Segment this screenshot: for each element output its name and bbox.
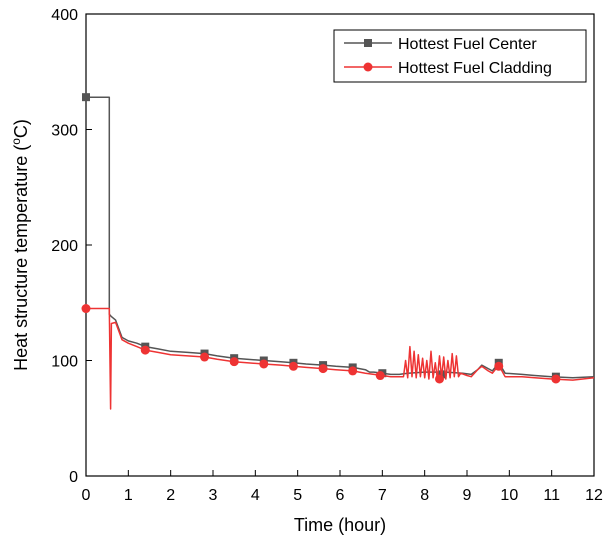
series-line bbox=[86, 96, 595, 379]
data-point bbox=[551, 374, 561, 384]
data-point bbox=[348, 366, 358, 376]
x-axis-title: Time (hour) bbox=[294, 515, 386, 535]
y-axis-title-degree: o bbox=[9, 138, 23, 145]
series-0 bbox=[82, 93, 595, 381]
legend-entry-hottest-fuel-cladding: Hottest Fuel Cladding bbox=[344, 60, 552, 77]
data-point bbox=[229, 357, 239, 367]
x-tick-label: 6 bbox=[336, 487, 345, 504]
series-line bbox=[86, 307, 595, 410]
x-tick-label: 11 bbox=[543, 487, 560, 504]
y-axis: 0 100 200 300 400 bbox=[51, 7, 92, 486]
x-tick-label: 12 bbox=[585, 487, 603, 504]
y-axis-title: Heat structure temperature (oC) bbox=[9, 119, 31, 371]
data-point bbox=[82, 93, 90, 102]
x-axis: 0 1 2 3 4 5 6 7 8 9 10 11 12 bbox=[82, 470, 603, 504]
x-tick-label: 8 bbox=[420, 487, 429, 504]
series-layer bbox=[81, 93, 595, 410]
x-tick-label: 2 bbox=[166, 487, 175, 504]
x-tick-label: 1 bbox=[124, 487, 133, 504]
legend-label-cladding: Hottest Fuel Cladding bbox=[398, 60, 552, 77]
data-point bbox=[494, 361, 504, 371]
y-tick-label: 300 bbox=[51, 123, 78, 140]
data-point bbox=[140, 345, 150, 355]
y-tick-label: 400 bbox=[51, 7, 78, 24]
x-tick-label: 9 bbox=[463, 487, 472, 504]
y-tick-label: 100 bbox=[51, 354, 78, 371]
axes-frame bbox=[85, 13, 595, 477]
data-point bbox=[434, 374, 444, 384]
y-axis-title-unit: C) bbox=[11, 119, 31, 138]
legend-label-center: Hottest Fuel Center bbox=[398, 36, 537, 53]
y-tick-label: 200 bbox=[51, 238, 78, 255]
legend: Hottest Fuel Center Hottest Fuel Claddin… bbox=[333, 29, 587, 83]
legend-box bbox=[333, 29, 587, 83]
x-tick-label: 4 bbox=[251, 487, 260, 504]
data-point bbox=[259, 359, 269, 369]
x-tick-label: 0 bbox=[82, 487, 91, 504]
data-point bbox=[200, 352, 210, 362]
legend-marker-circle bbox=[363, 62, 373, 72]
x-tick-label: 5 bbox=[293, 487, 302, 504]
legend-entry-hottest-fuel-center: Hottest Fuel Center bbox=[344, 36, 537, 53]
data-point bbox=[81, 304, 91, 314]
series-1 bbox=[81, 304, 595, 410]
y-axis-title-main: Heat structure temperature ( bbox=[11, 145, 31, 371]
legend-marker-square bbox=[364, 39, 372, 47]
x-tick-label: 7 bbox=[378, 487, 387, 504]
y-tick-label: 0 bbox=[69, 469, 78, 486]
data-point bbox=[375, 371, 385, 381]
data-point bbox=[318, 364, 328, 374]
data-point bbox=[288, 361, 298, 371]
x-tick-label: 3 bbox=[209, 487, 218, 504]
x-tick-label: 10 bbox=[500, 487, 518, 504]
